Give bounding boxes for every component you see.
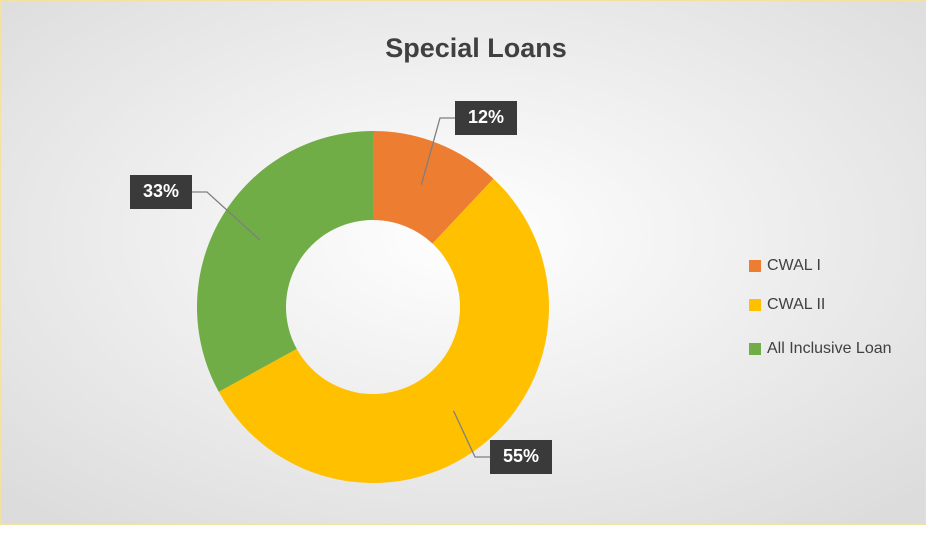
data-label: 33% — [143, 181, 179, 201]
leader-line — [192, 191, 261, 241]
legend-label: CWAL II — [767, 296, 825, 313]
data-label-box — [455, 101, 517, 135]
leader-line — [420, 117, 455, 185]
leader-line — [453, 410, 490, 458]
data-label: 55% — [503, 446, 539, 466]
legend-swatch — [749, 343, 761, 355]
data-label: 12% — [468, 107, 504, 127]
legend-label: CWAL I — [767, 257, 821, 274]
legend-swatch — [749, 299, 761, 311]
data-label-box — [490, 440, 552, 474]
donut-slice — [373, 131, 494, 244]
chart-title: Special Loans — [385, 33, 567, 63]
legend-swatch — [749, 260, 761, 272]
data-label-box — [130, 175, 192, 209]
donut-slice — [197, 131, 373, 392]
legend-label: All Inclusive Loan — [767, 340, 892, 357]
donut-slice — [218, 178, 549, 483]
